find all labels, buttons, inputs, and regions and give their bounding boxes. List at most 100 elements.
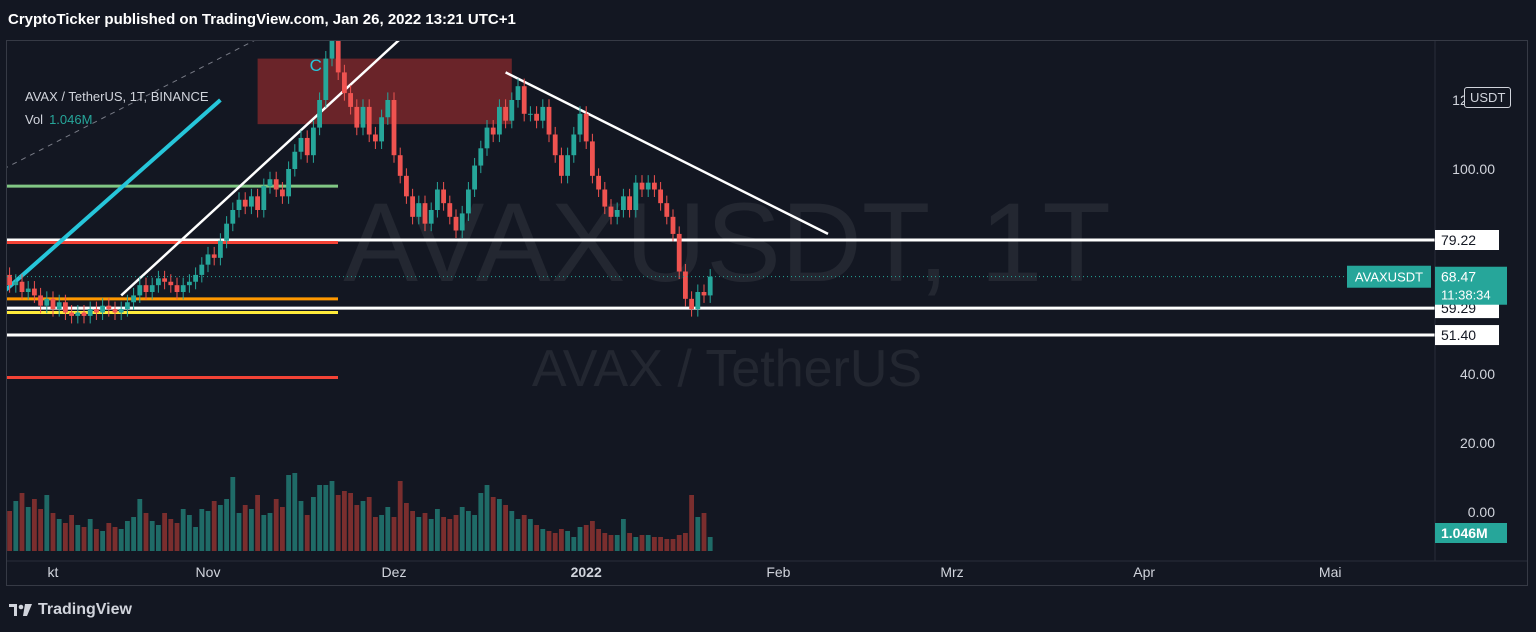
volume-bar — [428, 519, 434, 551]
candle-body — [255, 196, 260, 210]
volume-bar — [559, 529, 564, 551]
volume-bar — [317, 485, 322, 551]
candle-body — [490, 127, 496, 135]
volume-bar — [13, 501, 19, 551]
candle-body — [38, 295, 43, 306]
candle-body — [19, 281, 25, 292]
volume-bar — [639, 535, 645, 551]
symbol-legend[interactable]: AVAX / TetherUS, 1T, BINANCE — [25, 89, 209, 104]
candle-body — [106, 305, 112, 310]
volume-bar — [75, 525, 81, 551]
candle-body — [156, 278, 161, 286]
volume-bar — [236, 513, 242, 551]
volume-legend[interactable]: Vol 1.046M — [25, 112, 92, 127]
candle-body — [683, 271, 688, 299]
publication-header: CryptoTicker published on TradingView.co… — [0, 0, 1536, 40]
volume-bar — [304, 515, 310, 551]
candle-body — [441, 189, 446, 204]
tradingview-logo-icon[interactable] — [8, 602, 34, 618]
volume-bar — [112, 527, 118, 551]
candle-body — [410, 196, 415, 217]
candle-body — [689, 298, 694, 310]
volume-bar — [255, 495, 260, 551]
candle-body — [317, 100, 322, 128]
candle-body — [44, 298, 50, 306]
candle-body — [571, 134, 577, 156]
volume-bar — [490, 497, 496, 551]
candle-body — [335, 41, 341, 73]
x-tick-label: Feb — [766, 564, 790, 580]
volume-tag — [1435, 523, 1507, 543]
volume-bar — [652, 537, 657, 551]
candle-body — [100, 305, 105, 313]
volume-bar — [156, 525, 161, 551]
footer: TradingView — [0, 588, 1536, 632]
volume-bar — [323, 485, 329, 551]
volume-bar — [416, 517, 422, 551]
volume-bar — [621, 519, 626, 551]
candle-body — [534, 113, 539, 121]
volume-bar — [87, 519, 93, 551]
volume-bar — [230, 477, 236, 551]
x-tick-label: Apr — [1133, 564, 1155, 580]
volume-bar — [261, 515, 267, 551]
volume-bar — [56, 519, 62, 551]
candle-body — [596, 175, 601, 190]
candle-body — [360, 106, 366, 128]
volume-bar — [224, 499, 229, 551]
candle-body — [261, 186, 267, 210]
candle-body — [664, 203, 670, 217]
trendline-3 — [7, 41, 255, 168]
watermark-symbol: AVAXUSDT, 1T — [343, 180, 1111, 305]
volume-bar — [422, 513, 428, 551]
volume-bar — [106, 523, 112, 551]
candle-body — [707, 276, 713, 296]
volume-bar — [193, 527, 198, 551]
candle-body — [670, 216, 676, 234]
candle-body — [125, 302, 130, 310]
volume-bar — [590, 521, 595, 551]
volume-bar — [602, 533, 608, 551]
candle-body — [373, 134, 378, 142]
candle-body — [540, 106, 546, 121]
volume-bar — [385, 507, 391, 551]
volume-bar — [441, 517, 446, 551]
candle-body — [608, 206, 614, 217]
volume-bar — [627, 533, 632, 551]
candle-body — [639, 182, 645, 190]
candle-body — [50, 298, 56, 310]
volume-bar — [174, 523, 180, 551]
volume-bar — [379, 515, 384, 551]
volume-bar — [292, 473, 298, 551]
volume-bar — [695, 517, 701, 551]
volume-bar — [552, 533, 558, 551]
candle-body — [323, 58, 329, 100]
volume-bar — [360, 501, 366, 551]
volume-bar — [670, 539, 676, 551]
volume-bar — [50, 513, 56, 551]
footer-brand-text[interactable]: TradingView — [38, 601, 132, 618]
candle-body — [342, 72, 347, 94]
volume-bar — [521, 515, 527, 551]
trendline-0 — [120, 41, 400, 297]
candle-body — [180, 285, 186, 292]
volume-bar — [676, 535, 682, 551]
candle-body — [162, 278, 167, 282]
candle-body — [627, 196, 632, 210]
volume-bar — [342, 491, 347, 551]
candle-body — [311, 127, 316, 156]
volume-bar — [118, 529, 124, 551]
candle-body — [503, 106, 508, 121]
candle-body — [658, 189, 663, 204]
currency-button[interactable]: USDT — [1464, 87, 1512, 108]
candle-body — [695, 292, 701, 310]
candle-body — [94, 309, 99, 313]
y-tick-label: 40.00 — [1460, 366, 1495, 382]
volume-bar — [453, 515, 459, 551]
candle-body — [242, 199, 248, 207]
candle-body — [614, 210, 620, 217]
volume-bar — [484, 485, 490, 551]
volume-bar — [267, 513, 273, 551]
